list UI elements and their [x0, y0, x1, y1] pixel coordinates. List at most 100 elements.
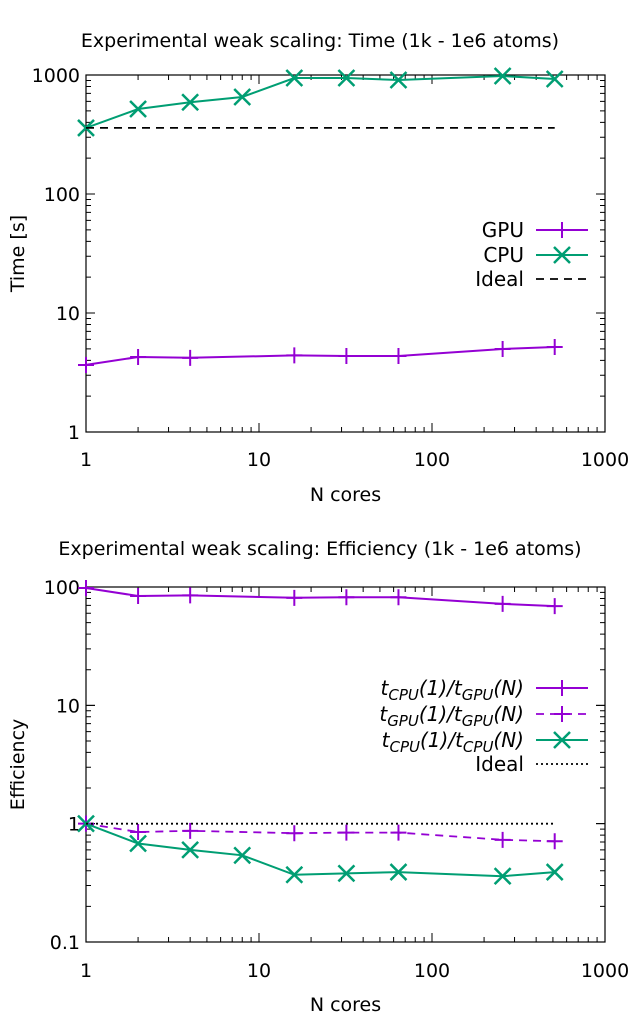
- legend-marker: [554, 222, 570, 238]
- y-tick-label: 100: [44, 577, 80, 599]
- legend-label: Ideal: [475, 267, 524, 291]
- data-point: [286, 589, 303, 606]
- data-point: [493, 867, 512, 886]
- text-span: (N): [493, 702, 524, 726]
- x-axis-label: N cores: [310, 994, 381, 1016]
- y-tick-label: 1: [68, 422, 80, 444]
- subscript: CPU: [390, 738, 421, 756]
- y-axis-label: Efficiency: [7, 719, 29, 811]
- data-point: [129, 100, 147, 118]
- x-tick-label: 100: [414, 449, 450, 471]
- series-line: [85, 74, 555, 129]
- data-point: [182, 349, 199, 366]
- text-span: t: [381, 676, 390, 700]
- x-tick-label: 1000: [581, 449, 629, 471]
- x-tick-label: 1000: [581, 960, 629, 982]
- y-tick-label: 100: [44, 184, 80, 206]
- legend-label: tGPU(1)/tGPU(N): [379, 702, 524, 730]
- chart-title: Experimental weak scaling: Efficiency (1…: [58, 538, 581, 560]
- y-tick-label: 0.1: [50, 932, 80, 954]
- subscript: GPU: [462, 686, 494, 704]
- legend-label: GPU: [482, 218, 524, 242]
- subscript: GPU: [387, 712, 419, 730]
- series-1: [78, 580, 563, 615]
- data-point: [494, 595, 511, 612]
- data-point: [337, 864, 356, 883]
- legend-label: tCPU(1)/tCPU(N): [382, 728, 524, 756]
- text-span: (1)/t: [420, 728, 464, 752]
- text-span: (1)/t: [419, 702, 463, 726]
- data-point: [337, 69, 356, 87]
- data-point: [129, 834, 147, 853]
- series-line: [85, 346, 555, 366]
- data-point: [546, 833, 563, 850]
- text-span: t: [379, 702, 388, 726]
- data-point: [286, 825, 303, 842]
- data-point: [182, 822, 199, 839]
- legend-marker: [554, 706, 570, 722]
- plot-2: Experimental weak scaling: Efficiency (1…: [7, 538, 629, 1016]
- series-2: [77, 67, 564, 137]
- data-point: [285, 69, 304, 87]
- plot-1: Experimental weak scaling: Time (1k - 1e…: [7, 30, 629, 506]
- data-point: [546, 598, 563, 615]
- subscript: CPU: [388, 686, 419, 704]
- y-tick-label: 1000: [32, 65, 80, 87]
- data-point: [233, 88, 252, 106]
- data-point: [389, 71, 408, 89]
- data-point: [494, 831, 511, 848]
- data-point: [181, 93, 200, 112]
- data-point: [286, 347, 303, 364]
- plot-frame: [85, 586, 606, 943]
- x-tick-label: 1: [80, 960, 92, 982]
- data-point: [545, 863, 564, 881]
- data-point: [390, 824, 407, 841]
- data-point: [130, 824, 147, 841]
- data-point: [390, 348, 407, 365]
- plot-frame: [85, 74, 606, 433]
- text-span: (1)/t: [419, 676, 463, 700]
- x-tick-label: 1: [80, 449, 92, 471]
- data-point: [233, 846, 252, 865]
- text-span: t: [382, 728, 391, 752]
- text-span: (N): [493, 676, 524, 700]
- series-line: [85, 822, 555, 843]
- legend-marker: [554, 680, 570, 696]
- data-point: [130, 587, 147, 604]
- x-tick-label: 10: [247, 449, 271, 471]
- data-point: [546, 338, 563, 355]
- subscript: CPU: [463, 738, 494, 756]
- x-tick-label: 10: [247, 960, 271, 982]
- data-point: [181, 841, 200, 859]
- y-axis-label: Time [s]: [7, 215, 29, 293]
- legend-label: CPU: [483, 243, 524, 267]
- legend-marker: [553, 731, 571, 749]
- data-point: [78, 580, 94, 597]
- x-axis-label: N cores: [310, 484, 381, 506]
- legend-label: Ideal: [475, 752, 524, 776]
- chart-title: Experimental weak scaling: Time (1k - 1e…: [81, 30, 559, 52]
- legend-label: tCPU(1)/tGPU(N): [381, 676, 525, 704]
- data-point: [130, 348, 147, 365]
- data-point: [493, 67, 512, 85]
- data-point: [338, 348, 355, 365]
- data-point: [338, 824, 355, 841]
- series-3: [77, 814, 564, 886]
- data-point: [494, 341, 511, 358]
- subscript: GPU: [462, 712, 494, 730]
- series-1: [78, 338, 563, 373]
- data-point: [182, 587, 199, 604]
- text-span: (N): [493, 728, 524, 752]
- y-tick-label: 10: [56, 695, 80, 717]
- y-tick-label: 10: [56, 303, 80, 325]
- y-tick-label: 1: [68, 814, 80, 836]
- data-point: [545, 70, 564, 88]
- x-tick-label: 100: [414, 960, 450, 982]
- series-line: [85, 587, 555, 608]
- data-point: [78, 356, 94, 373]
- data-point: [389, 863, 408, 881]
- data-point: [285, 865, 304, 884]
- data-point: [338, 589, 355, 606]
- data-point: [390, 589, 407, 606]
